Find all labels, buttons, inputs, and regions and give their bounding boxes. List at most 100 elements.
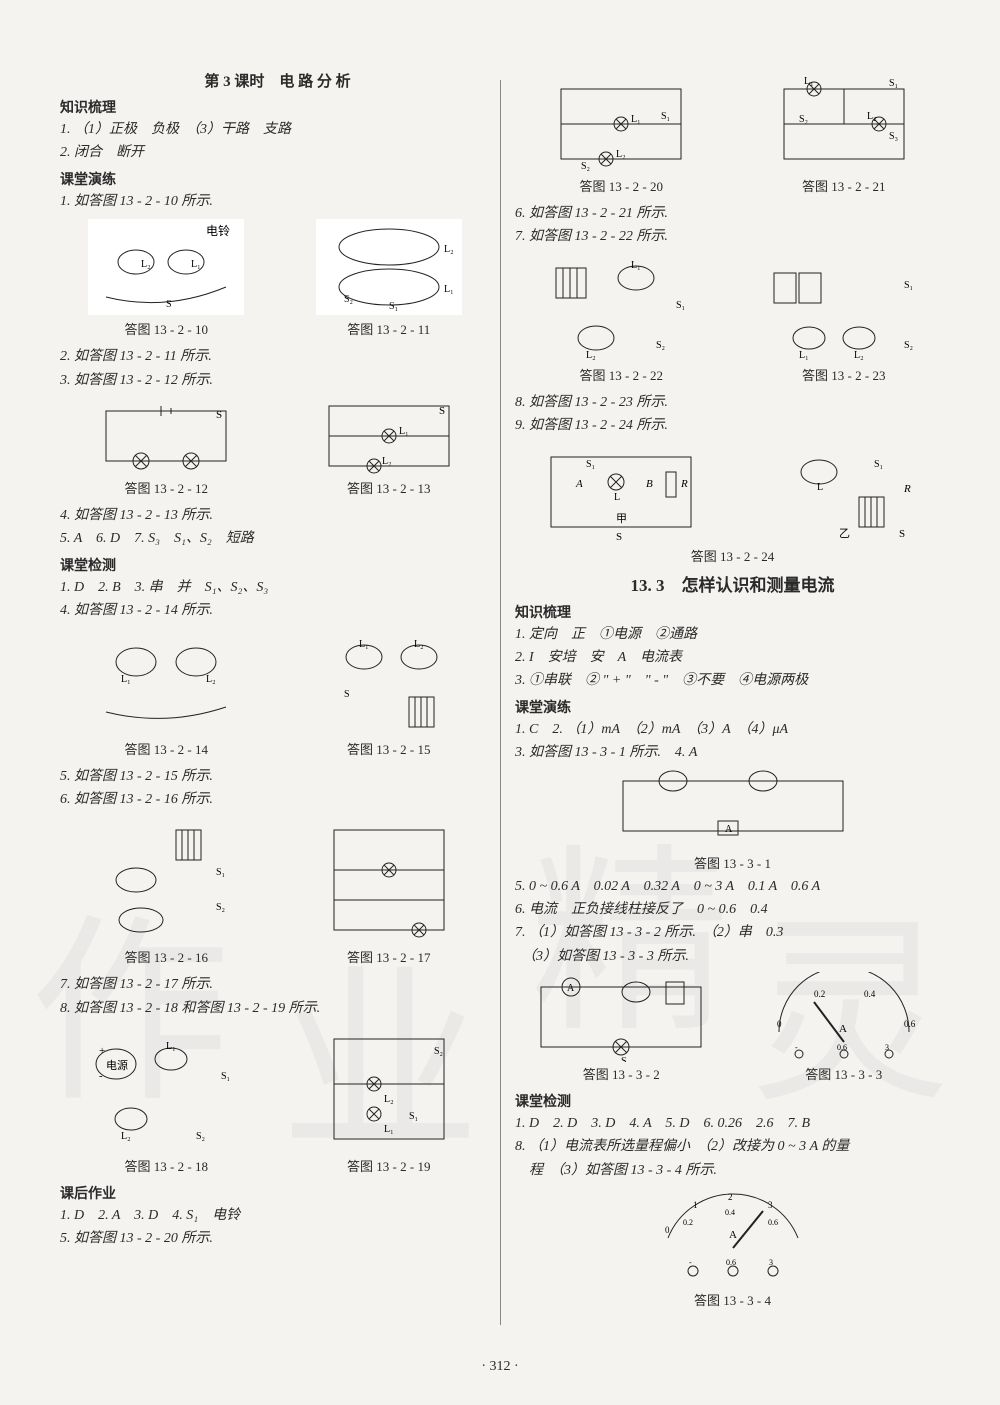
svg-text:0.6: 0.6 [837, 1043, 847, 1052]
svg-text:L₁: L₁ [631, 260, 641, 271]
text-line: 2. 闭合 断开 [60, 142, 495, 164]
svg-text:R: R [680, 478, 688, 490]
diagram-caption: 答图 13 - 3 - 4 [515, 1290, 950, 1309]
svg-text:S₂: S₂ [656, 340, 665, 351]
svg-text:2: 2 [728, 1192, 733, 1202]
diagram-row: S₁ A L B R S 甲 S₁ L R S 乙 [515, 442, 950, 542]
svg-text:L₂: L₂ [141, 259, 151, 270]
diagram-caption: 答图 13 - 2 - 18 [60, 1156, 273, 1175]
diagram-box: L₁ L₂ S 答图 13 - 2 - 15 [283, 627, 496, 762]
svg-text:-: - [689, 1258, 692, 1267]
diagram-row: 电源 L₁ L₂ S₁ S₂ + - 答图 13 - 2 - 18 [60, 1024, 495, 1179]
section-heading: 课后作业 [60, 1183, 495, 1203]
svg-text:L₂: L₂ [854, 350, 864, 361]
left-column: 第 3 课时 电 路 分 析 知识梳理 1. （1）正极 负极 （3）干路 支路… [60, 70, 495, 1313]
circuit-diagram-icon: S [91, 396, 241, 476]
svg-text:S: S [166, 299, 172, 310]
svg-text:S₂: S₂ [799, 114, 808, 125]
column-divider [500, 80, 501, 1325]
text-line: 3. ①串联 ② " + " " - " ③不要 ④电源两极 [515, 670, 950, 692]
circuit-diagram-icon: S₁ L₁ L₂ S₂ [759, 253, 929, 363]
section-heading: 课堂检测 [60, 555, 495, 575]
svg-text:3: 3 [885, 1043, 889, 1052]
text-line: 1. 如答图 13 - 2 - 10 所示. [60, 191, 495, 213]
svg-text:甲: 甲 [616, 513, 627, 525]
svg-text:L₁: L₁ [399, 426, 409, 437]
section-heading: 课堂检测 [515, 1091, 950, 1111]
circuit-diagram-icon: S₁ A L B R S 甲 [536, 442, 706, 542]
diagram-caption: 答图 13 - 2 - 21 [738, 176, 951, 195]
svg-text:电铃: 电铃 [206, 223, 230, 238]
svg-text:B: B [646, 478, 653, 490]
svg-text:R: R [903, 483, 911, 495]
svg-text:0.2: 0.2 [814, 989, 825, 999]
svg-text:3: 3 [768, 1200, 773, 1210]
svg-text:A: A [567, 983, 575, 994]
svg-text:S₂: S₂ [434, 1046, 443, 1057]
svg-text:L₁: L₁ [631, 114, 641, 125]
diagram-box: 电源 L₁ L₂ S₁ S₂ + - 答图 13 - 2 - 18 [60, 1024, 273, 1179]
svg-text:S₃: S₃ [889, 131, 898, 142]
circuit-diagram-icon: L₁ L₂ S [314, 396, 464, 476]
svg-text:S₁: S₁ [389, 301, 398, 312]
svg-text:S₁: S₁ [676, 300, 685, 311]
svg-text:L₂: L₂ [867, 111, 877, 122]
svg-text:S₁: S₁ [661, 111, 670, 122]
text-line: 1. D 2. D 3. D 4. A 5. D 6. 0.26 2.6 7. … [515, 1113, 950, 1135]
diagram-caption: 答图 13 - 2 - 24 [515, 546, 950, 565]
svg-text:S: S [621, 1056, 627, 1062]
text-line: 3. 如答图 13 - 2 - 12 所示. [60, 370, 495, 392]
circuit-diagram-icon: 电源 L₁ L₂ S₁ S₂ + - [81, 1024, 251, 1154]
svg-text:L: L [817, 482, 823, 493]
svg-text:S₂: S₂ [904, 340, 913, 351]
svg-text:-: - [795, 1043, 798, 1052]
text-line: 7. 如答图 13 - 2 - 22 所示. [515, 226, 950, 248]
svg-text:L₂: L₂ [414, 639, 424, 650]
diagram-row: S₁ S₂ 答图 13 - 2 - 16 答图 13 - 2 - 17 [60, 815, 495, 970]
svg-text:L₁: L₁ [191, 259, 201, 270]
svg-text:S: S [439, 405, 445, 417]
text-line: 8. 如答图 13 - 2 - 23 所示. [515, 392, 950, 414]
diagram-box: A S 答图 13 - 3 - 2 [515, 972, 728, 1087]
text-line: 5. 0 ~ 0.6 A 0.02 A 0.32 A 0 ~ 3 A 0.1 A… [515, 876, 950, 898]
circuit-diagram-icon: S₁ S₂ [86, 815, 246, 945]
svg-text:S₂: S₂ [581, 161, 590, 172]
svg-text:L₁: L₁ [804, 76, 814, 87]
diagram-box: S 答图 13 - 2 - 12 [60, 396, 273, 501]
lesson-title: 第 3 课时 电 路 分 析 [60, 70, 495, 91]
diagram-box: 0 1 2 3 0.2 0.4 0.6 A - 0.6 3 答图 13 - 3 … [515, 1183, 950, 1309]
svg-text:A: A [575, 478, 583, 490]
svg-text:L₂: L₂ [586, 350, 596, 361]
section-heading: 知识梳理 [515, 602, 950, 622]
diagram-caption: 答图 13 - 2 - 22 [515, 365, 728, 384]
section-title: 13. 3 怎样认识和测量电流 [515, 571, 950, 596]
diagram-box: S₁ L₁ L₂ S₂ 答图 13 - 2 - 23 [738, 253, 951, 388]
page-number: · 312 · [0, 1359, 1000, 1375]
ammeter-dial-icon: 0 1 2 3 0.2 0.4 0.6 A - 0.6 3 [643, 1183, 823, 1283]
svg-text:乙: 乙 [839, 527, 850, 540]
circuit-diagram-icon: L₁ L₂ S₁ S₂ [536, 253, 706, 363]
svg-text:L₂: L₂ [384, 1094, 394, 1105]
ammeter-dial-icon: 0 0.2 0.4 0.6 A - 0.6 3 [759, 972, 929, 1062]
svg-text:0.6: 0.6 [726, 1258, 736, 1267]
svg-text:L₁: L₁ [799, 350, 809, 361]
text-line: 4. 如答图 13 - 2 - 13 所示. [60, 505, 495, 527]
svg-text:L₂: L₂ [206, 674, 216, 685]
diagram-box: 0 0.2 0.4 0.6 A - 0.6 3 答图 13 - 3 - 3 [738, 972, 951, 1087]
text-line: （3）如答图 13 - 3 - 3 所示. [515, 946, 950, 968]
svg-text:S₁: S₁ [889, 78, 898, 89]
diagram-caption: 答图 13 - 2 - 14 [60, 739, 273, 758]
diagram-caption: 答图 13 - 2 - 10 [60, 319, 273, 338]
right-column: S₁ S₂ L₁ L₂ 答图 13 - 2 - 20 L₁ S₁ S₂ [515, 70, 950, 1313]
text-line: 6. 电流 正负接线柱接反了 0 ~ 0.6 0.4 [515, 899, 950, 921]
diagram-box: S₁ L R S 乙 [738, 442, 951, 542]
circuit-diagram-icon: 电铃 L₂ L₁ S [86, 217, 246, 317]
svg-text:0.4: 0.4 [725, 1208, 735, 1217]
diagram-row: S₁ S₂ L₁ L₂ 答图 13 - 2 - 20 L₁ S₁ S₂ [515, 74, 950, 199]
svg-text:S: S [616, 531, 622, 542]
circuit-diagram-icon: S₁ S₂ L₁ L₂ [546, 74, 696, 174]
text-line: 2. I 安培 安 A 电流表 [515, 647, 950, 669]
section-heading: 课堂演练 [515, 697, 950, 717]
svg-text:1: 1 [693, 1200, 698, 1210]
svg-text:S₂: S₂ [344, 294, 353, 305]
